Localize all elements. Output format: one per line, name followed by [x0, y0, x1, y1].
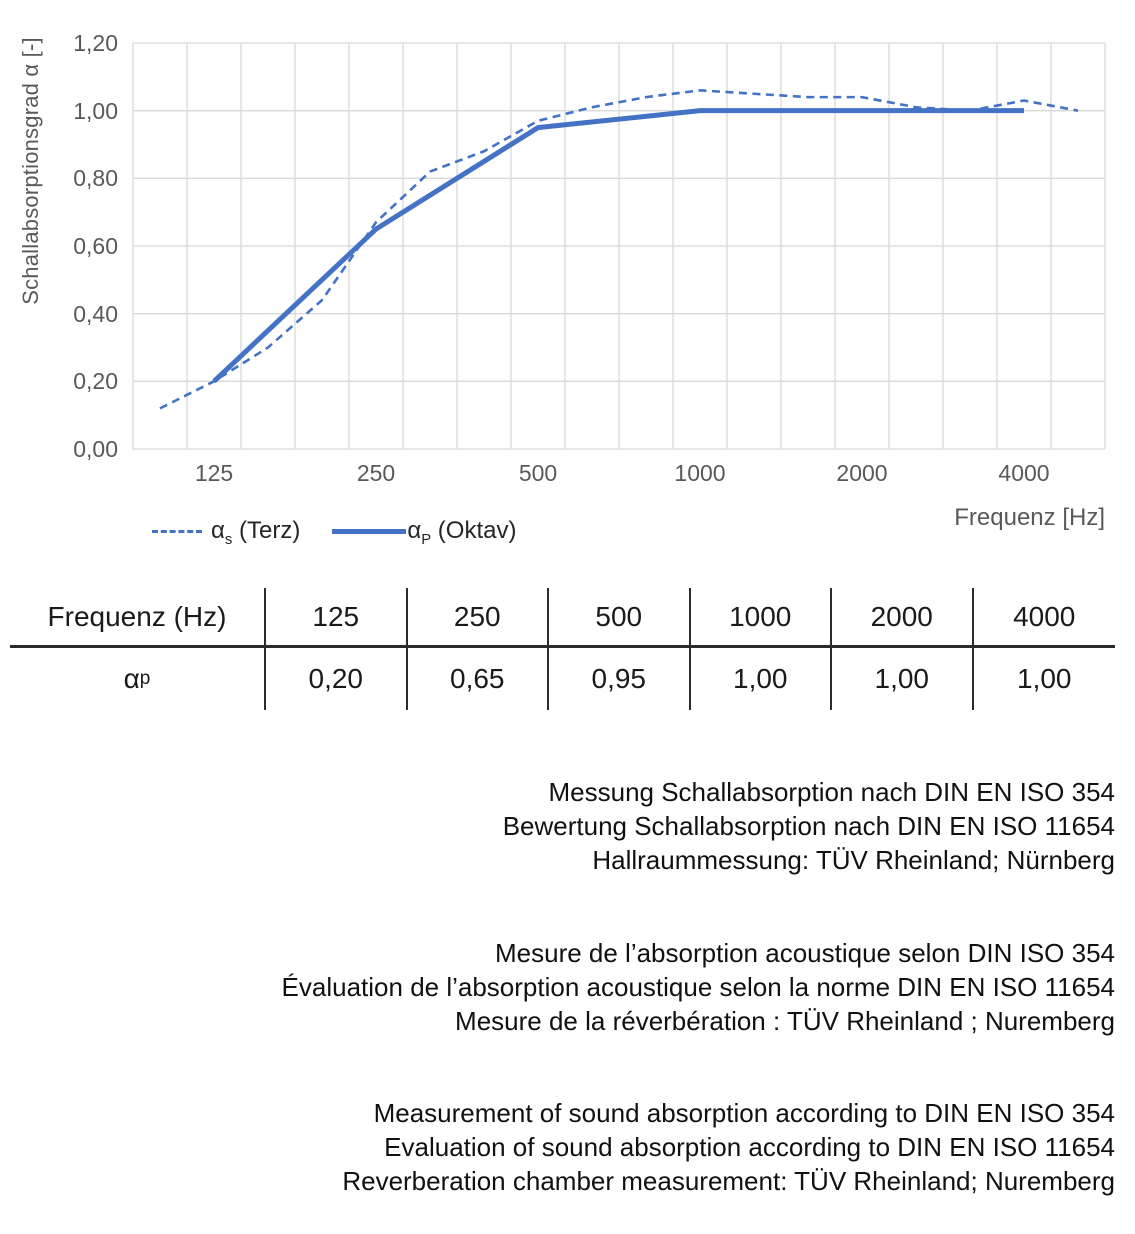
- absorption-chart: Schallabsorptionsgrad α [-] 0,00 0,20 0,40…: [0, 0, 1135, 560]
- y-tick-label: 0,20: [73, 368, 118, 395]
- dashed-line-sample-icon: [152, 530, 202, 534]
- legend-subscript: P: [421, 531, 432, 548]
- table-header-value: 125: [266, 588, 408, 648]
- y-tick-label: 0,80: [73, 165, 118, 192]
- x-tick-label: 2000: [836, 460, 888, 486]
- legend-text: (Oktav): [431, 516, 517, 544]
- x-tick-label: 125: [194, 460, 234, 486]
- chart-legend: αs (Terz) αP (Oktav): [152, 516, 516, 548]
- table-header-value: 2000: [832, 588, 974, 648]
- x-axis-title: Frequenz [Hz]: [954, 504, 1105, 531]
- y-tick-label: 0,40: [73, 300, 118, 327]
- legend-label-terz: αs (Terz): [211, 517, 300, 548]
- x-tick-label: 1000: [674, 460, 726, 486]
- x-tick-label: 500: [518, 460, 558, 486]
- table-header-value: 500: [549, 588, 691, 648]
- text-line: Measurement of sound absorption accordin…: [373, 1098, 1115, 1128]
- table-cell-value: 0,20: [266, 648, 408, 710]
- paragraph-german: Messung Schallabsorption nach DIN EN ISO…: [15, 775, 1115, 877]
- table-cell-value: 1,00: [832, 648, 974, 710]
- solid-line-sample-icon: [332, 529, 407, 535]
- series-terz-line: [159, 89, 1079, 410]
- text-line: Mesure de la réverbération : TÜV Rheinla…: [455, 1006, 1115, 1036]
- legend-subscript: s: [224, 531, 233, 548]
- paragraph-french: Mesure de l’absorption acoustique selon …: [15, 936, 1115, 1038]
- text-line: Évaluation de l’absorption acoustique se…: [281, 972, 1115, 1002]
- text-line: Evaluation of sound absorption according…: [384, 1132, 1115, 1162]
- y-tick-label: 1,00: [73, 97, 118, 124]
- y-tick-label: 1,20: [73, 30, 118, 56]
- absorption-table: Frequenz (Hz) 125 250 500 1000 2000 4000 α p 0,20…: [10, 588, 1115, 710]
- legend-symbol: α: [407, 516, 422, 544]
- series-oktav-line: [212, 108, 1024, 384]
- y-axis-title: Schallabsorptionsgrad α [-]: [18, 37, 43, 305]
- legend-text: (Terz): [232, 516, 301, 544]
- alpha-subscript: p: [139, 668, 151, 689]
- x-tick-label: 250: [356, 460, 396, 486]
- legend-item-oktav: αP (Oktav): [332, 517, 516, 548]
- table-header-value: 250: [407, 588, 549, 648]
- text-line: Bewertung Schallabsorption nach DIN EN I…: [502, 811, 1115, 841]
- text-line: Hallraummessung: TÜV Rheinland; Nürnberg: [592, 845, 1115, 875]
- text-line: Messung Schallabsorption nach DIN EN ISO…: [548, 777, 1115, 807]
- y-tick-label: 0,00: [73, 436, 118, 462]
- plot-area: [132, 42, 1106, 450]
- table-cell-value: 0,65: [408, 648, 549, 710]
- paragraph-english: Measurement of sound absorption accordin…: [15, 1096, 1115, 1198]
- table-cell-value: 0,95: [549, 648, 691, 710]
- text-line: Mesure de l’absorption acoustique selon …: [494, 938, 1115, 968]
- y-tick-label: 0,60: [73, 233, 118, 259]
- legend-item-terz: αs (Terz): [152, 517, 300, 548]
- table-header-frequency: Frequenz (Hz): [10, 588, 266, 648]
- text-line: Reverberation chamber measurement: TÜV R…: [342, 1166, 1115, 1196]
- legend-symbol: α: [211, 516, 225, 544]
- table-cell-value: 1,00: [691, 648, 832, 710]
- table-cell-value: 1,00: [1017, 663, 1072, 694]
- table-header-value: 1000: [690, 588, 832, 648]
- table-header-value: 4000: [973, 588, 1115, 648]
- x-tick-label: 4000: [998, 460, 1050, 486]
- alpha-symbol: α: [123, 663, 140, 694]
- legend-label-oktav: αP (Oktav): [407, 517, 516, 548]
